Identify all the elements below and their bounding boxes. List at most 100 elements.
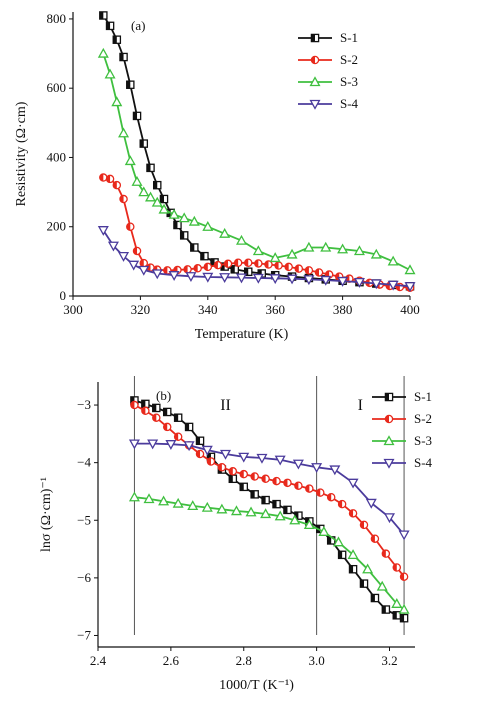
legend-marker: [383, 435, 395, 446]
series-s-4: [97, 226, 416, 293]
data-point: [392, 563, 402, 572]
x-tick-label: 360: [265, 302, 285, 317]
data-point: [304, 266, 314, 275]
data-point: [219, 227, 231, 238]
data-point: [381, 549, 391, 558]
data-point-fill: [146, 164, 151, 172]
data-point: [399, 572, 409, 581]
data-point-fill: [283, 479, 288, 487]
data-point-fill: [99, 173, 104, 182]
data-point-fill: [160, 195, 164, 203]
data-point: [348, 509, 358, 518]
data-point: [337, 550, 347, 560]
data-point: [152, 180, 162, 190]
x-tick-label: 3.0: [308, 653, 324, 668]
data-point: [183, 441, 195, 452]
data-point: [168, 271, 180, 281]
data-point-fill: [214, 261, 218, 269]
data-point-fill: [305, 484, 310, 493]
data-point-fill: [130, 401, 135, 409]
data-point-fill: [119, 53, 124, 61]
data-point: [97, 47, 109, 58]
data-point: [329, 465, 341, 476]
data-point-fill: [141, 407, 146, 415]
panel-label: (b): [156, 388, 171, 403]
y-tick-label: 0: [60, 288, 67, 303]
data-point-fill: [210, 258, 215, 267]
data-point: [146, 163, 155, 173]
data-point-fill: [371, 594, 375, 602]
data-point: [274, 261, 283, 270]
data-point: [165, 440, 177, 450]
data-point: [119, 194, 128, 204]
legend-label: S-1: [414, 389, 432, 404]
data-point: [112, 35, 122, 44]
data-point: [143, 493, 155, 504]
data-point: [286, 274, 298, 285]
data-point: [228, 467, 238, 476]
data-point-fill: [140, 140, 144, 148]
data-point: [254, 259, 263, 268]
x-tick-label: 400: [400, 302, 420, 317]
data-point: [274, 510, 286, 521]
data-point-fill: [400, 614, 405, 622]
data-point: [188, 215, 200, 226]
data-point: [112, 180, 122, 190]
chart-panel-a: 300 320 340 360 380 400 0 200 400 600 800 Temperatu…: [14, 11, 420, 342]
x-tick-label: 320: [131, 302, 151, 317]
data-point: [294, 481, 303, 490]
y-tick-label: −5: [77, 512, 91, 527]
data-point: [235, 234, 248, 245]
data-point: [383, 513, 395, 524]
data-point: [391, 598, 403, 608]
x-tick-label: 3.2: [381, 653, 397, 668]
data-point: [128, 260, 140, 271]
data-point: [318, 526, 330, 536]
data-point: [239, 469, 248, 479]
data-point: [326, 492, 336, 502]
data-point: [130, 400, 139, 410]
data-point-fill: [174, 414, 179, 422]
data-point: [162, 422, 172, 432]
series-s-4: [128, 439, 410, 541]
data-point: [332, 536, 344, 547]
data-point: [305, 484, 314, 493]
data-point-fill: [152, 404, 157, 412]
data-point-fill: [254, 259, 259, 268]
data-point: [139, 139, 149, 148]
data-point-fill: [315, 268, 320, 277]
data-point: [105, 21, 115, 31]
data-point: [190, 243, 199, 252]
data-point: [97, 226, 109, 236]
data-point-fill: [163, 408, 168, 416]
data-point-fill: [258, 269, 262, 278]
data-point: [202, 272, 214, 283]
data-point-fill: [153, 181, 158, 189]
legend-marker-fill: [385, 393, 389, 401]
data-point: [141, 406, 150, 416]
data-point: [347, 478, 359, 489]
data-point-fill: [196, 450, 201, 458]
legend-label: S-3: [414, 433, 432, 448]
data-point: [269, 274, 281, 285]
data-point: [348, 564, 358, 574]
x-axis-label: Temperature (K): [195, 327, 289, 342]
data-point-fill: [231, 265, 235, 273]
data-point: [193, 264, 202, 273]
data-point: [353, 245, 365, 256]
data-point: [337, 243, 349, 254]
data-point: [179, 231, 189, 240]
data-point-fill: [240, 470, 244, 478]
data-point: [178, 212, 190, 223]
data-point-fill: [99, 11, 104, 20]
data-point: [376, 580, 388, 591]
data-point-fill: [349, 565, 354, 573]
data-point-fill: [393, 611, 397, 619]
data-point: [152, 413, 161, 422]
data-point-fill: [305, 266, 309, 274]
x-axis-label: 1000/T (K⁻¹): [219, 678, 294, 693]
data-point-fill: [327, 536, 332, 545]
data-point: [272, 476, 281, 486]
data-point-fill: [316, 489, 321, 497]
data-point-fill: [382, 605, 386, 614]
